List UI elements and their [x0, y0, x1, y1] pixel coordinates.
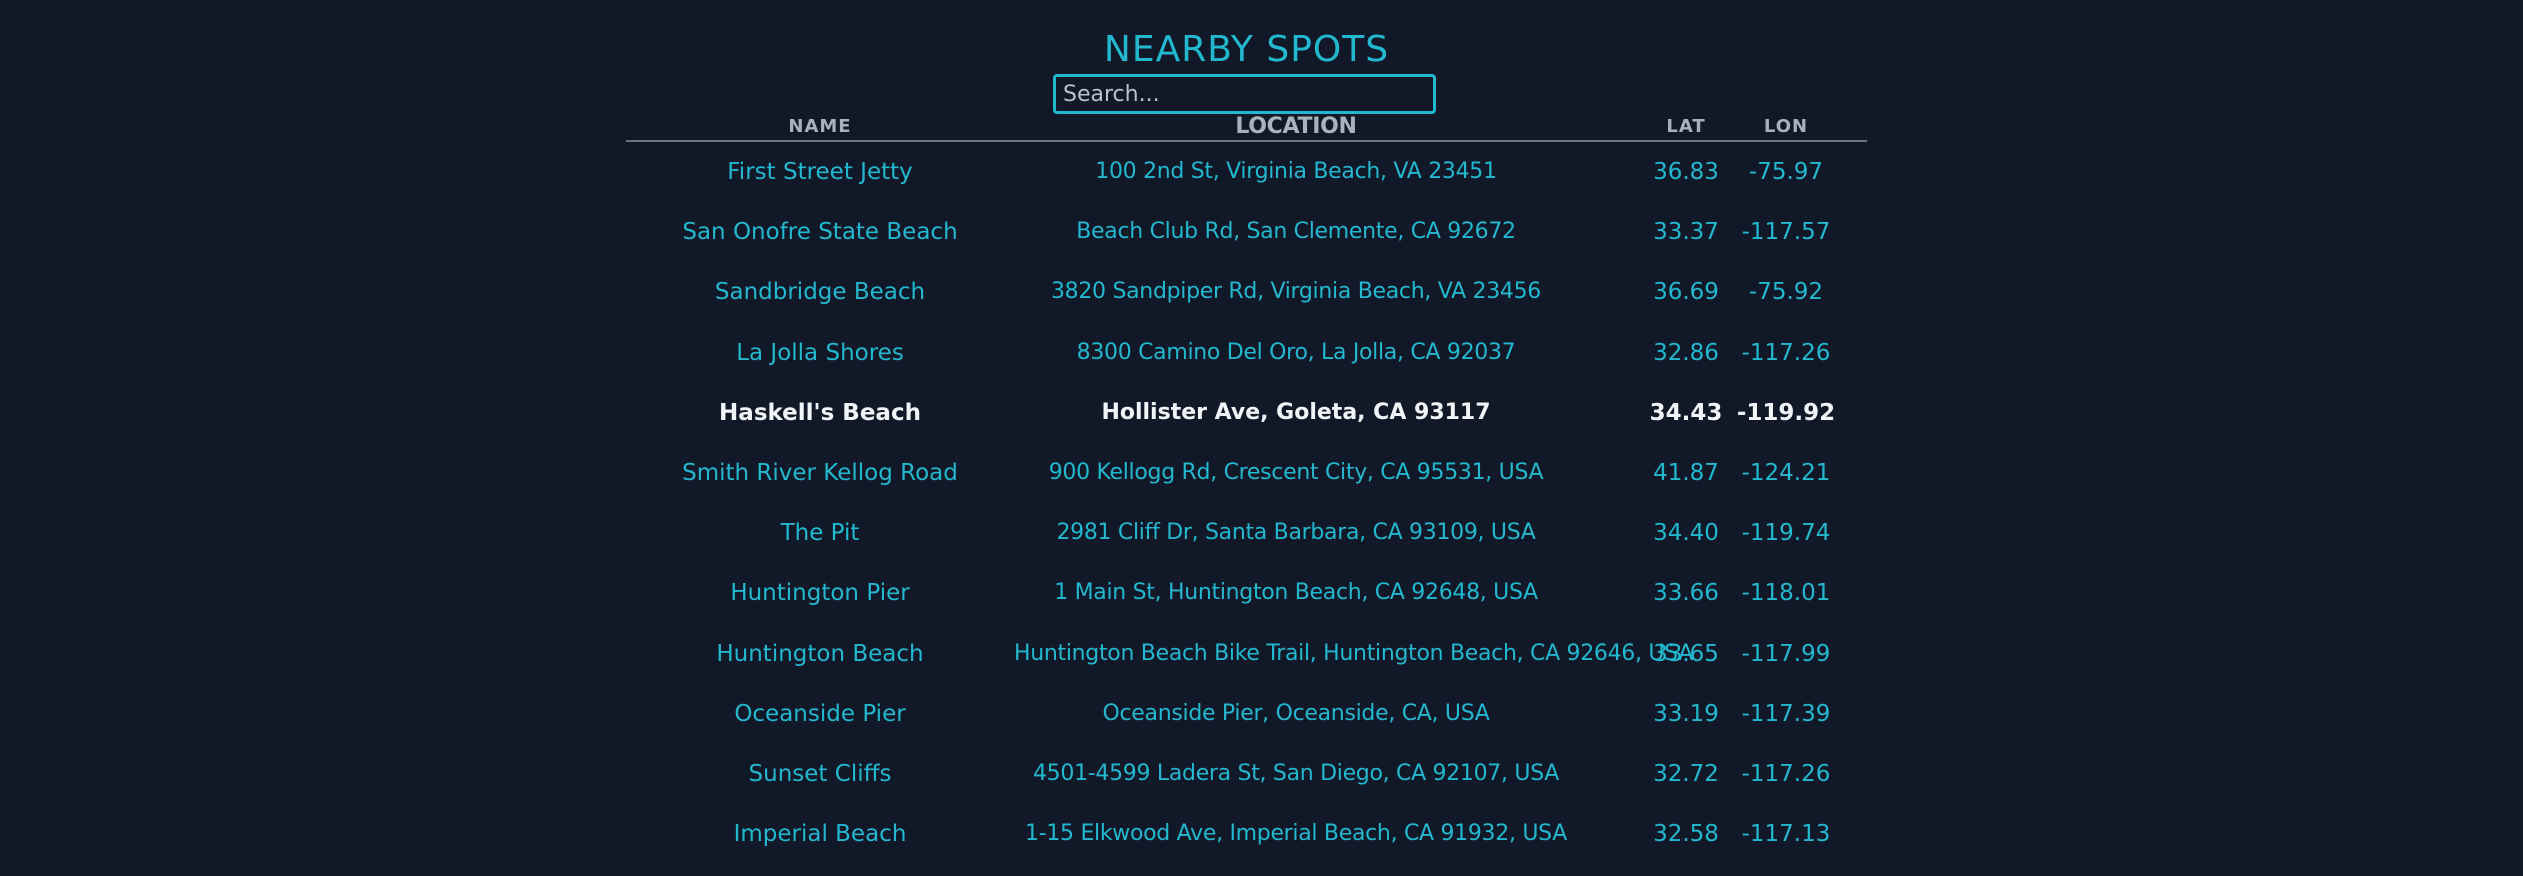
- table-row-selected[interactable]: Haskell's Beach Hollister Ave, Goleta, C…: [626, 383, 1867, 443]
- table-row[interactable]: First Street Jetty 100 2nd St, Virginia …: [626, 142, 1867, 202]
- column-header-name[interactable]: NAME: [788, 116, 852, 137]
- cell-lat: 33.66: [1653, 580, 1719, 607]
- cell-lat: 34.43: [1649, 399, 1723, 426]
- table-body: First Street Jetty 100 2nd St, Virginia …: [626, 142, 1867, 864]
- cell-location: Huntington Beach Bike Trail, Huntington …: [1014, 640, 1694, 666]
- cell-lon: -117.26: [1741, 760, 1831, 787]
- cell-name: Imperial Beach: [733, 821, 907, 848]
- cell-location: Oceanside Pier, Oceanside, CA, USA: [1102, 700, 1490, 726]
- cell-lon: -117.57: [1741, 219, 1831, 246]
- cell-location: 100 2nd St, Virginia Beach, VA 23451: [1095, 159, 1497, 184]
- cell-lon: -117.13: [1741, 821, 1831, 848]
- cell-lat: 33.65: [1653, 640, 1719, 667]
- column-header-lon[interactable]: LON: [1763, 116, 1809, 137]
- cell-location: Hollister Ave, Goleta, CA 93117: [1101, 399, 1491, 425]
- cell-name: San Onofre State Beach: [682, 219, 958, 246]
- cell-location: 1 Main St, Huntington Beach, CA 92648, U…: [1054, 580, 1538, 606]
- cell-lat: 32.58: [1653, 821, 1719, 848]
- table-row[interactable]: Sandbridge Beach 3820 Sandpiper Rd, Virg…: [626, 262, 1867, 322]
- cell-location: 4501-4599 Ladera St, San Diego, CA 92107…: [1032, 760, 1560, 786]
- cell-name: Oceanside Pier: [734, 700, 906, 727]
- cell-name: Sunset Cliffs: [748, 760, 892, 787]
- cell-lat: 32.86: [1653, 339, 1719, 366]
- table-row[interactable]: Imperial Beach 1-15 Elkwood Ave, Imperia…: [626, 804, 1867, 864]
- cell-lon: -117.39: [1741, 700, 1831, 727]
- page-title: NEARBY SPOTS: [1103, 29, 1390, 70]
- cell-lat: 33.37: [1653, 219, 1719, 246]
- cell-lon: -117.26: [1741, 339, 1831, 366]
- cell-name: First Street Jetty: [727, 159, 913, 185]
- table-row[interactable]: San Onofre State Beach Beach Club Rd, Sa…: [626, 202, 1867, 262]
- cell-lat: 36.69: [1653, 279, 1719, 306]
- cell-name: Sandbridge Beach: [714, 279, 926, 306]
- column-header-lat[interactable]: LAT: [1666, 116, 1706, 137]
- cell-location: 1-15 Elkwood Ave, Imperial Beach, CA 919…: [1025, 821, 1567, 847]
- table-row[interactable]: Smith River Kellog Road 900 Kellogg Rd, …: [626, 443, 1867, 503]
- table-row[interactable]: Oceanside Pier Oceanside Pier, Oceanside…: [626, 684, 1867, 744]
- cell-name: La Jolla Shores: [736, 339, 904, 366]
- table-row[interactable]: Sunset Cliffs 4501-4599 Ladera St, San D…: [626, 744, 1867, 804]
- cell-name: The Pit: [780, 520, 860, 547]
- cell-lat: 32.72: [1653, 760, 1719, 787]
- cell-location: Beach Club Rd, San Clemente, CA 92672: [1076, 219, 1516, 245]
- cell-location: 2981 Cliff Dr, Santa Barbara, CA 93109, …: [1056, 520, 1536, 546]
- table-row[interactable]: Huntington Beach Huntington Beach Bike T…: [626, 624, 1867, 684]
- cell-location: 900 Kellogg Rd, Crescent City, CA 95531,…: [1048, 459, 1544, 485]
- cell-lat: 36.83: [1653, 159, 1719, 185]
- cell-lon: -117.99: [1741, 640, 1831, 667]
- column-header-location[interactable]: LOCATION: [1235, 114, 1357, 139]
- cell-lon: -75.92: [1748, 279, 1824, 306]
- cell-lat: 33.19: [1653, 700, 1719, 727]
- spots-table: NAME LOCATION LAT LON First Street Jetty…: [626, 114, 1867, 864]
- cell-lat: 34.40: [1653, 520, 1719, 547]
- cell-name: Haskell's Beach: [719, 399, 921, 426]
- cell-lon: -124.21: [1741, 459, 1831, 486]
- table-row[interactable]: Huntington Pier 1 Main St, Huntington Be…: [626, 563, 1867, 623]
- cell-name: Smith River Kellog Road: [682, 459, 958, 486]
- cell-location: 3820 Sandpiper Rd, Virginia Beach, VA 23…: [1050, 279, 1542, 305]
- cell-lat: 41.87: [1653, 459, 1719, 486]
- table-header: NAME LOCATION LAT LON: [626, 114, 1867, 142]
- table-row[interactable]: La Jolla Shores 8300 Camino Del Oro, La …: [626, 323, 1867, 383]
- cell-lon: -119.74: [1741, 520, 1831, 547]
- cell-name: Huntington Beach: [716, 640, 924, 667]
- cell-name: Huntington Pier: [730, 580, 910, 607]
- search-input[interactable]: [1053, 74, 1436, 114]
- cell-lon: -118.01: [1741, 580, 1831, 607]
- cell-lon: -75.97: [1748, 159, 1824, 185]
- cell-location: 8300 Camino Del Oro, La Jolla, CA 92037: [1076, 339, 1516, 365]
- table-row[interactable]: The Pit 2981 Cliff Dr, Santa Barbara, CA…: [626, 503, 1867, 563]
- cell-lon: -119.92: [1736, 399, 1836, 426]
